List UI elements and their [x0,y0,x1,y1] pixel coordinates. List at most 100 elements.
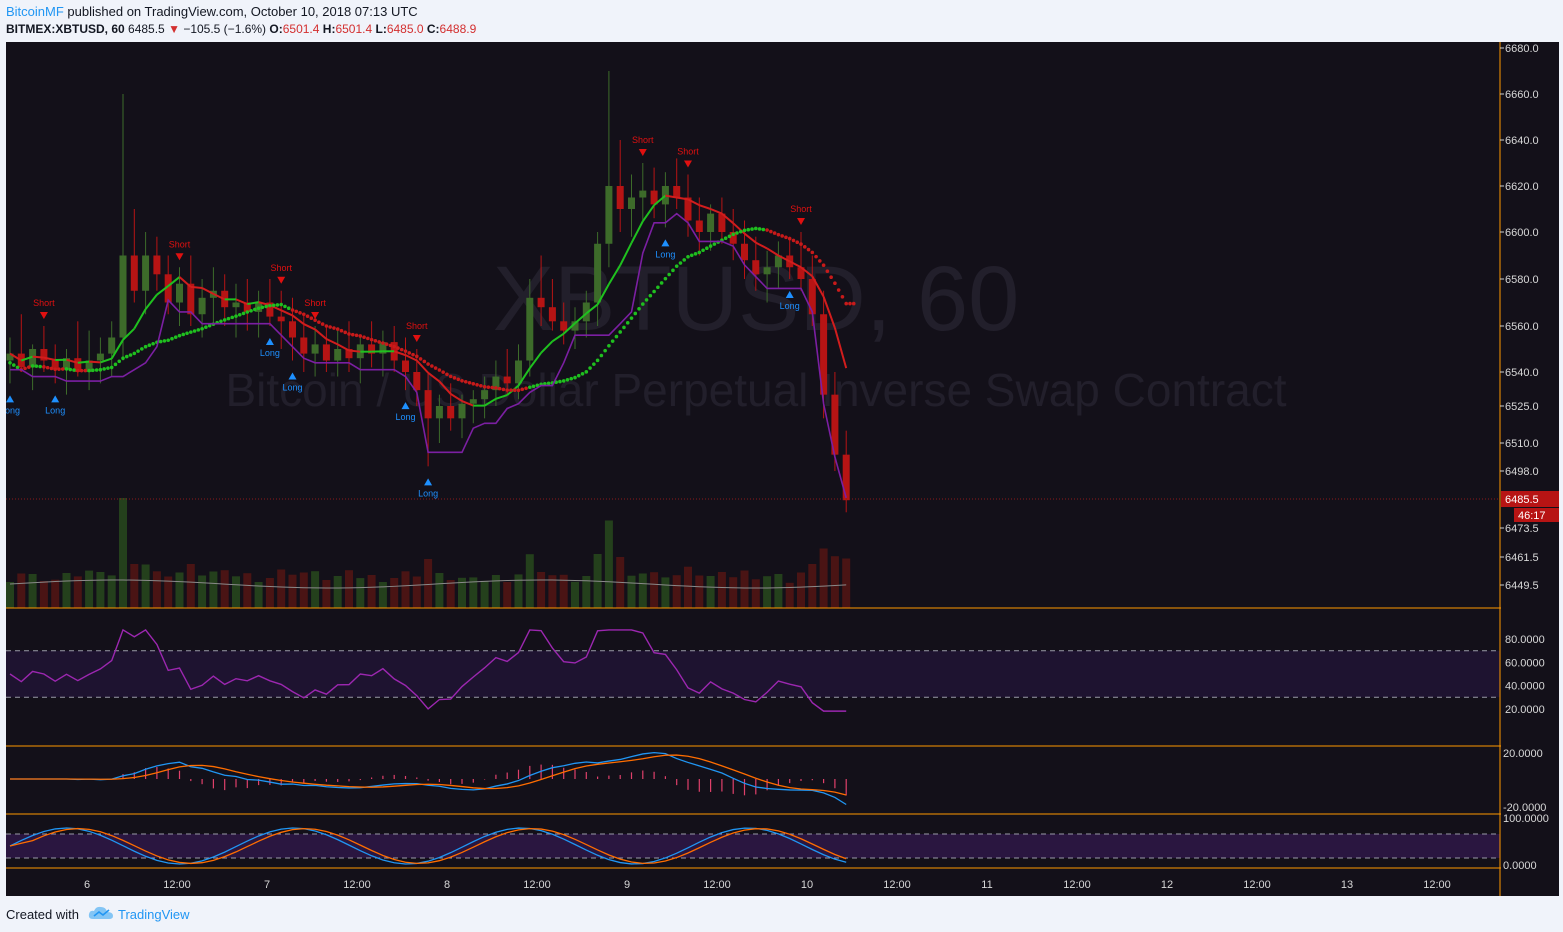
slow-ma-dot [682,258,687,262]
volume-bar [559,574,568,608]
slow-ma-dot [377,340,381,344]
short-signal-label: Short [632,135,654,145]
rsi-pane [6,628,1500,712]
rsi-line [9,628,847,712]
chart-area[interactable]: XBTUSD, 60 Bitcoin / US Dollar Perpetual… [0,42,1560,896]
candle-body [616,186,624,209]
slow-ma-dot [603,348,607,353]
stoch-k-line [9,827,847,865]
slow-ma-dot [705,246,709,250]
author-link[interactable]: BitcoinMF [6,4,64,19]
slow-ma-dot [249,308,253,313]
slow-ma-dot [15,365,20,370]
time-tick-label: 12:00 [1063,879,1091,891]
chart-svg[interactable]: XBTUSD, 60 Bitcoin / US Dollar Perpetual… [0,42,1560,896]
volume-bar [243,573,252,608]
slow-ma-dot [825,269,830,274]
candle-body [729,232,737,244]
slow-ma-dot [286,306,291,310]
slow-ma-dot [512,388,517,393]
volume-bar [469,577,478,608]
slow-ma-dot [234,314,238,318]
slow-ma-dot [584,370,589,374]
slow-ma-dot [411,352,415,357]
slow-ma-dot [776,232,781,237]
candle-body [130,255,138,291]
slow-ma-dot [614,334,619,339]
slow-ma-dot [565,378,570,382]
volume-bar [412,576,421,608]
volume-bar [525,554,534,608]
slow-ma-dot [460,378,464,383]
volume-bar [774,574,783,608]
slow-ma-dot [369,337,374,342]
candle-body [515,360,522,384]
slow-ma-dot [222,318,227,322]
volume-bar [650,572,659,608]
candle-body [594,243,602,303]
slow-ma-dot [283,304,287,309]
long-signal-label: Long [418,488,438,498]
short-signal-label: Short [304,298,326,308]
slow-ma-dot [79,368,84,373]
long-arrow-icon [51,395,60,403]
slow-ma-dot [60,367,65,371]
slow-ma-dot [128,353,133,357]
candle-body [605,186,613,244]
volume-bar [751,579,760,608]
ma-segment [676,196,689,201]
candle-body [481,390,489,400]
slow-ma-dot [471,381,476,386]
candle-body [289,321,296,338]
volume-bar [514,574,523,608]
rsi-tick-label: 20.0000 [1505,704,1545,716]
slow-ma-dot [91,368,95,373]
slow-ma-dot [686,254,690,259]
ma-segment [212,292,226,301]
ma-segment [258,301,271,307]
slow-ma-dot [226,316,231,321]
slow-ma-dot [829,275,833,280]
ma-segment [89,360,101,364]
ma-segment [314,328,328,340]
short-arrow-icon [797,218,805,225]
slow-ma-dot [181,332,186,337]
candle-body [628,197,635,209]
candle-body [842,454,850,501]
slow-ma-dot [45,365,50,370]
high-label: H: [322,22,336,36]
ma-segment [167,276,181,287]
slow-ma-dot [520,387,525,392]
ma-segment [551,332,565,343]
slow-ma-dot [158,339,163,344]
volume-bar [209,571,218,608]
volume-bar [198,575,207,608]
slow-ma-dot [667,272,671,277]
slow-ma-dot [795,240,800,245]
tradingview-cloud-icon[interactable] [88,905,114,926]
slow-ma-dot [298,311,302,315]
slow-ma-dot [339,328,344,333]
volume-bar [480,580,489,608]
slow-ma-dot [569,376,574,381]
slow-ma-dot [490,385,494,390]
volume-bar [435,573,444,608]
slow-ma-dot [576,373,581,378]
tradingview-link[interactable]: TradingView [118,907,190,922]
ma-segment [77,360,90,364]
slow-ma-dot [430,364,434,368]
slow-ma-dot [42,365,46,369]
slow-ma-dot [151,341,155,346]
time-tick-label: 12:00 [1423,879,1451,891]
slow-ma-dot [787,236,792,241]
ma-segment [303,323,316,331]
candle-body [661,186,669,205]
ma-segment [528,352,542,369]
slow-ma-dot [656,285,660,290]
slow-ma-dot [463,379,468,384]
slow-ma-dot [727,234,732,239]
candle-body [447,406,455,419]
time-tick-label: 13 [1341,879,1353,891]
ma-segment [789,260,802,269]
candle-body [63,358,70,370]
